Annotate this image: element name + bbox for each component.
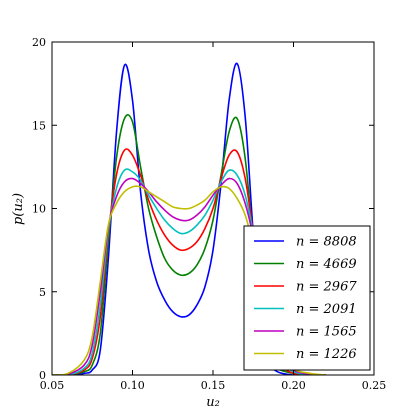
x-tick-label: 0.05 — [40, 379, 65, 392]
y-tick-label: 5 — [39, 286, 46, 299]
y-tick-label: 15 — [32, 119, 46, 132]
y-tick-label: 0 — [39, 369, 46, 382]
legend-label-0: n = 8808 — [296, 235, 357, 250]
x-tick-label: 0.20 — [281, 379, 306, 392]
x-tick-label: 0.10 — [120, 379, 145, 392]
y-tick-label: 10 — [32, 203, 46, 216]
y-tick-label: 20 — [32, 36, 46, 49]
legend-label-4: n = 1565 — [296, 325, 357, 340]
legend-label-1: n = 4669 — [296, 257, 357, 272]
x-tick-label: 0.15 — [201, 379, 226, 392]
x-axis-label: u₂ — [206, 395, 220, 410]
x-tick-label: 0.25 — [362, 379, 387, 392]
y-axis-label: p(u₂) — [11, 193, 26, 225]
legend-label-2: n = 2967 — [296, 280, 357, 295]
labels-layer: u₂ p(u₂) — [11, 193, 220, 410]
ticks-layer: 0.05 0.10 0.15 0.20 0.25 0 5 10 15 20 — [32, 36, 386, 392]
legend: n = 8808 n = 4669 n = 2967 n = 2091 n = 1565… — [243, 225, 371, 371]
legend-box — [243, 225, 371, 371]
legend-label-5: n = 1226 — [296, 347, 357, 362]
legend-label-3: n = 2091 — [296, 302, 357, 317]
